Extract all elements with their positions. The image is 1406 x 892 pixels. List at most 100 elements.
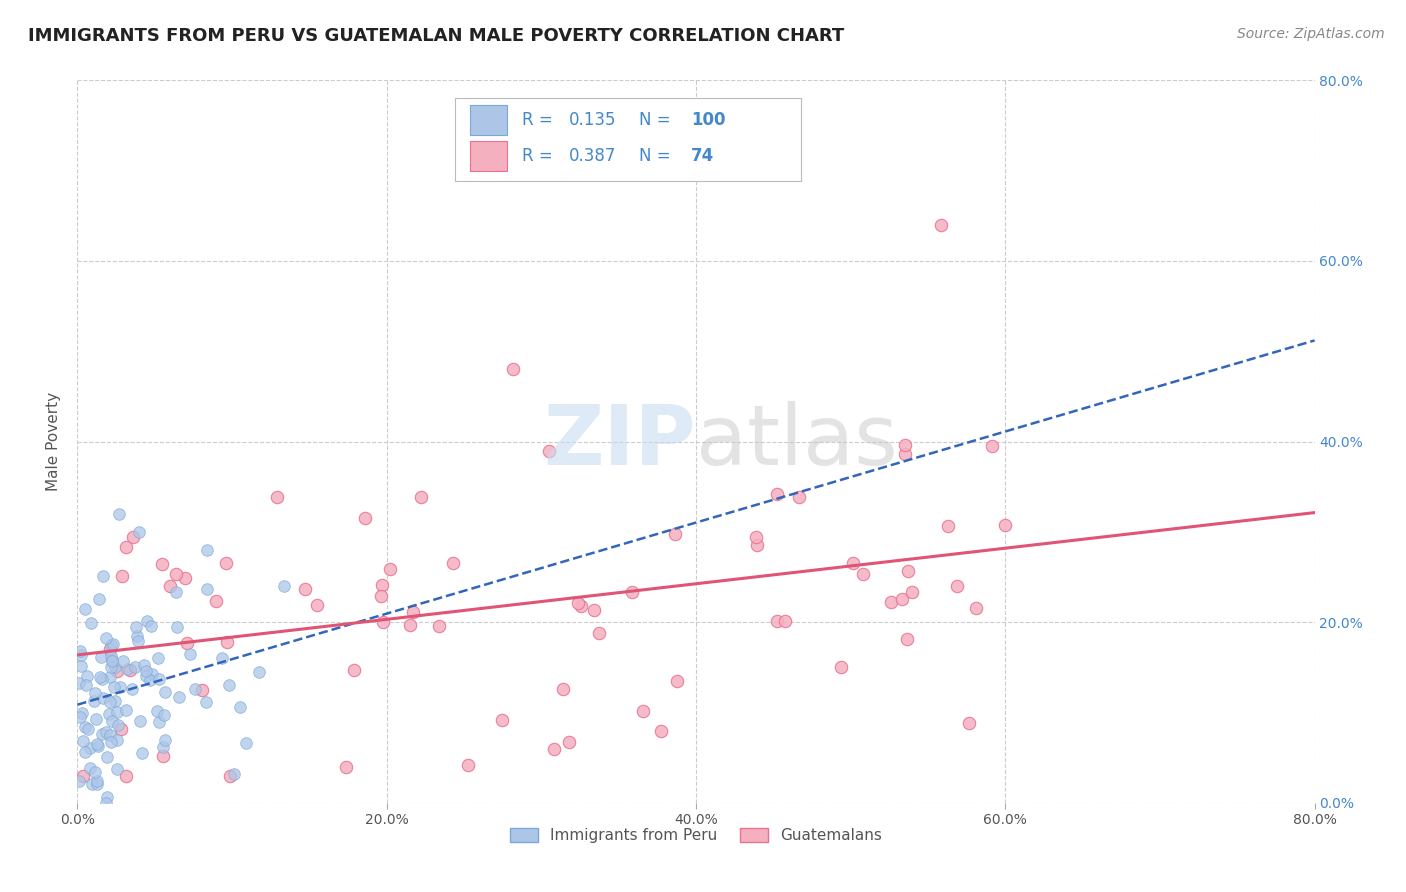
Point [100,659,122,673]
Point [993,518,1015,533]
Point [215,635,238,649]
Point [139,673,162,687]
Point [76,668,98,682]
Point [121,682,143,697]
Point [965,601,987,615]
Point [896,632,918,646]
Point [150,557,173,571]
Point [153,732,176,747]
Point [135,669,157,683]
Point [98,729,121,743]
Point [98,695,121,709]
Point [370,589,392,603]
Point [97,707,120,722]
Point [105,762,128,776]
Text: N =: N = [640,147,676,165]
Y-axis label: Male Poverty: Male Poverty [46,392,62,491]
Point [411,491,433,505]
Point [91,569,114,583]
Point [204,593,226,607]
Point [115,769,138,783]
Point [152,749,174,764]
Point [553,681,575,696]
Point [891,592,914,607]
Point [105,664,128,678]
Point [841,556,863,570]
Point [83,694,105,708]
Point [457,757,479,772]
Point [747,538,769,552]
Point [897,564,920,578]
Point [543,741,565,756]
Point [765,487,787,501]
Point [441,556,464,570]
Point [165,585,187,599]
Point [101,714,124,728]
Point [115,661,138,675]
Point [929,218,952,232]
Point [155,684,177,698]
Text: 0.387: 0.387 [568,147,616,165]
Point [80,777,103,791]
Point [766,614,789,628]
Point [104,660,127,674]
Point [131,746,153,760]
Point [173,571,195,585]
Point [980,439,1002,453]
Point [219,769,242,783]
Point [194,695,217,709]
Point [107,718,129,732]
Point [96,796,118,810]
Point [103,680,125,694]
Point [91,727,114,741]
Point [135,664,157,678]
Point [121,531,143,545]
Point [111,569,134,583]
Point [650,723,672,738]
Point [79,761,101,775]
Point [152,707,174,722]
Point [105,733,128,747]
Point [169,690,191,704]
Point [398,617,420,632]
Point [191,683,214,698]
Point [830,660,852,674]
FancyBboxPatch shape [454,98,801,181]
Point [145,704,167,718]
Point [959,715,981,730]
Point [343,664,366,678]
Point [197,542,219,557]
Bar [470,105,506,136]
Point [86,774,108,789]
Point [127,629,149,643]
Point [184,681,207,696]
Point [91,673,114,687]
Point [100,735,122,749]
Point [67,675,90,690]
Point [215,557,238,571]
Point [87,739,110,753]
Text: Source: ZipAtlas.com: Source: ZipAtlas.com [1237,27,1385,41]
Point [69,643,91,657]
Point [146,651,169,665]
Point [354,511,377,525]
Point [946,579,969,593]
Point [79,740,101,755]
Text: 0.135: 0.135 [568,111,616,129]
Point [936,519,959,533]
Point [75,720,97,734]
Point [335,760,357,774]
Point [378,562,401,576]
Point [894,438,917,452]
Point [112,654,135,668]
Point [370,578,392,592]
Point [139,618,162,632]
Point [787,490,810,504]
Point [894,447,917,461]
Point [266,490,288,504]
Text: R =: R = [522,111,558,129]
Point [110,723,132,737]
Point [96,631,118,645]
Point [115,541,138,555]
Point [120,663,142,677]
